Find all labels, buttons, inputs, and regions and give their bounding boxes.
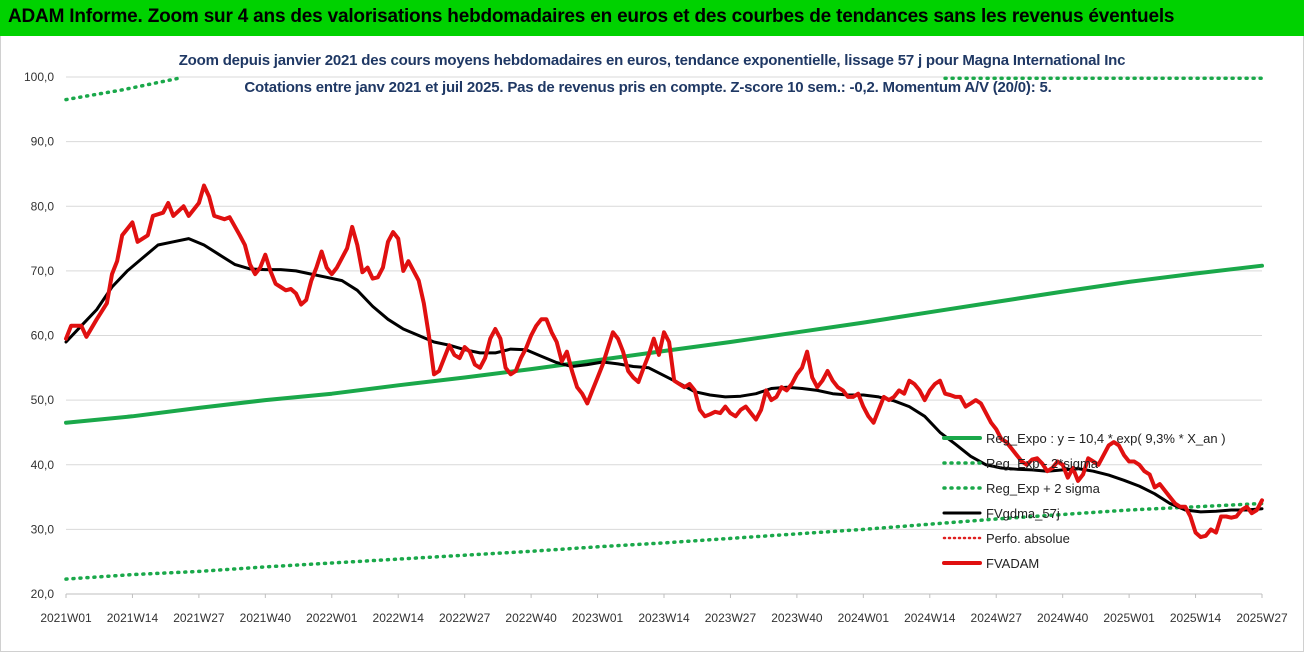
- y-tick-label: 70,0: [31, 264, 55, 278]
- x-tick-label: 2023W01: [572, 611, 624, 625]
- legend-label-reg-minus-2sigma: Reg_Exp - 2*sigma: [986, 456, 1099, 471]
- chart-subtitle: Cotations entre janv 2021 et juil 2025. …: [244, 79, 1052, 96]
- x-tick-label: 2024W01: [838, 611, 890, 625]
- y-tick-label: 60,0: [31, 329, 55, 343]
- x-tick-label: 2024W14: [904, 611, 956, 625]
- legend: Reg_Expo : y = 10,4 * exp( 9,3% * X_an )…: [942, 431, 1226, 571]
- x-tick-label: 2025W14: [1170, 611, 1222, 625]
- x-tick-label: 2023W27: [705, 611, 757, 625]
- x-tick-label: 2021W40: [240, 611, 292, 625]
- x-axis-ticks: 2021W01 2021W14 2021W27 2021W40 2022W01 2022W…: [40, 594, 1288, 625]
- x-tick-label: 2024W40: [1037, 611, 1089, 625]
- x-tick-label: 2025W01: [1103, 611, 1155, 625]
- y-tick-label: 30,0: [31, 522, 55, 536]
- banner-title: ADAM Informe. Zoom sur 4 ans des valoris…: [8, 6, 1175, 27]
- x-tick-label: 2022W14: [373, 611, 425, 625]
- legend-label-reg-expo: Reg_Expo : y = 10,4 * exp( 9,3% * X_an ): [986, 431, 1226, 446]
- header-banner: ADAM Informe. Zoom sur 4 ans des valoris…: [0, 0, 1304, 36]
- series-lines: [64, 76, 1264, 581]
- x-tick-label: 2023W40: [771, 611, 823, 625]
- x-tick-label: 2022W40: [505, 611, 557, 625]
- y-tick-label: 20,0: [31, 587, 55, 601]
- x-tick-label: 2021W27: [173, 611, 225, 625]
- y-tick-label: 80,0: [31, 199, 55, 213]
- y-tick-label: 40,0: [31, 458, 55, 472]
- legend-label-fvadam: FVADAM: [986, 556, 1039, 571]
- series-reg-expo: [64, 263, 1264, 425]
- x-tick-label: 2023W14: [638, 611, 690, 625]
- y-axis-ticks: 20,0 30,0 40,0 50,0 60,0 70,0 80,0 90,0 100,0: [24, 70, 54, 601]
- x-tick-label: 2022W27: [439, 611, 491, 625]
- x-tick-label: 2024W27: [971, 611, 1023, 625]
- series-reg-minus-2sigma: [64, 501, 1264, 581]
- legend-label-reg-plus-2sigma: Reg_Exp + 2 sigma: [986, 481, 1101, 496]
- y-tick-label: 50,0: [31, 393, 55, 407]
- legend-label-fvgdma-57j: FVgdma_57j: [986, 506, 1060, 521]
- x-tick-label: 2022W01: [306, 611, 358, 625]
- series-fvadam: [64, 183, 1264, 540]
- x-tick-label: 2025W27: [1236, 611, 1288, 625]
- chart-title: Zoom depuis janvier 2021 des cours moyen…: [178, 52, 1126, 69]
- legend-label-perfo-absolue: Perfo. absolue: [986, 531, 1070, 546]
- y-tick-label: 100,0: [24, 70, 54, 84]
- x-tick-label: 2021W01: [40, 611, 92, 625]
- series-reg-plus-2sigma: [64, 76, 181, 102]
- x-tick-label: 2021W14: [107, 611, 159, 625]
- y-tick-label: 90,0: [31, 135, 55, 149]
